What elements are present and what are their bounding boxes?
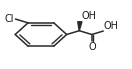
Text: O: O xyxy=(89,42,96,52)
Polygon shape xyxy=(78,22,82,31)
Text: Cl: Cl xyxy=(5,14,14,24)
Text: OH: OH xyxy=(81,11,96,21)
Text: OH: OH xyxy=(104,21,119,31)
